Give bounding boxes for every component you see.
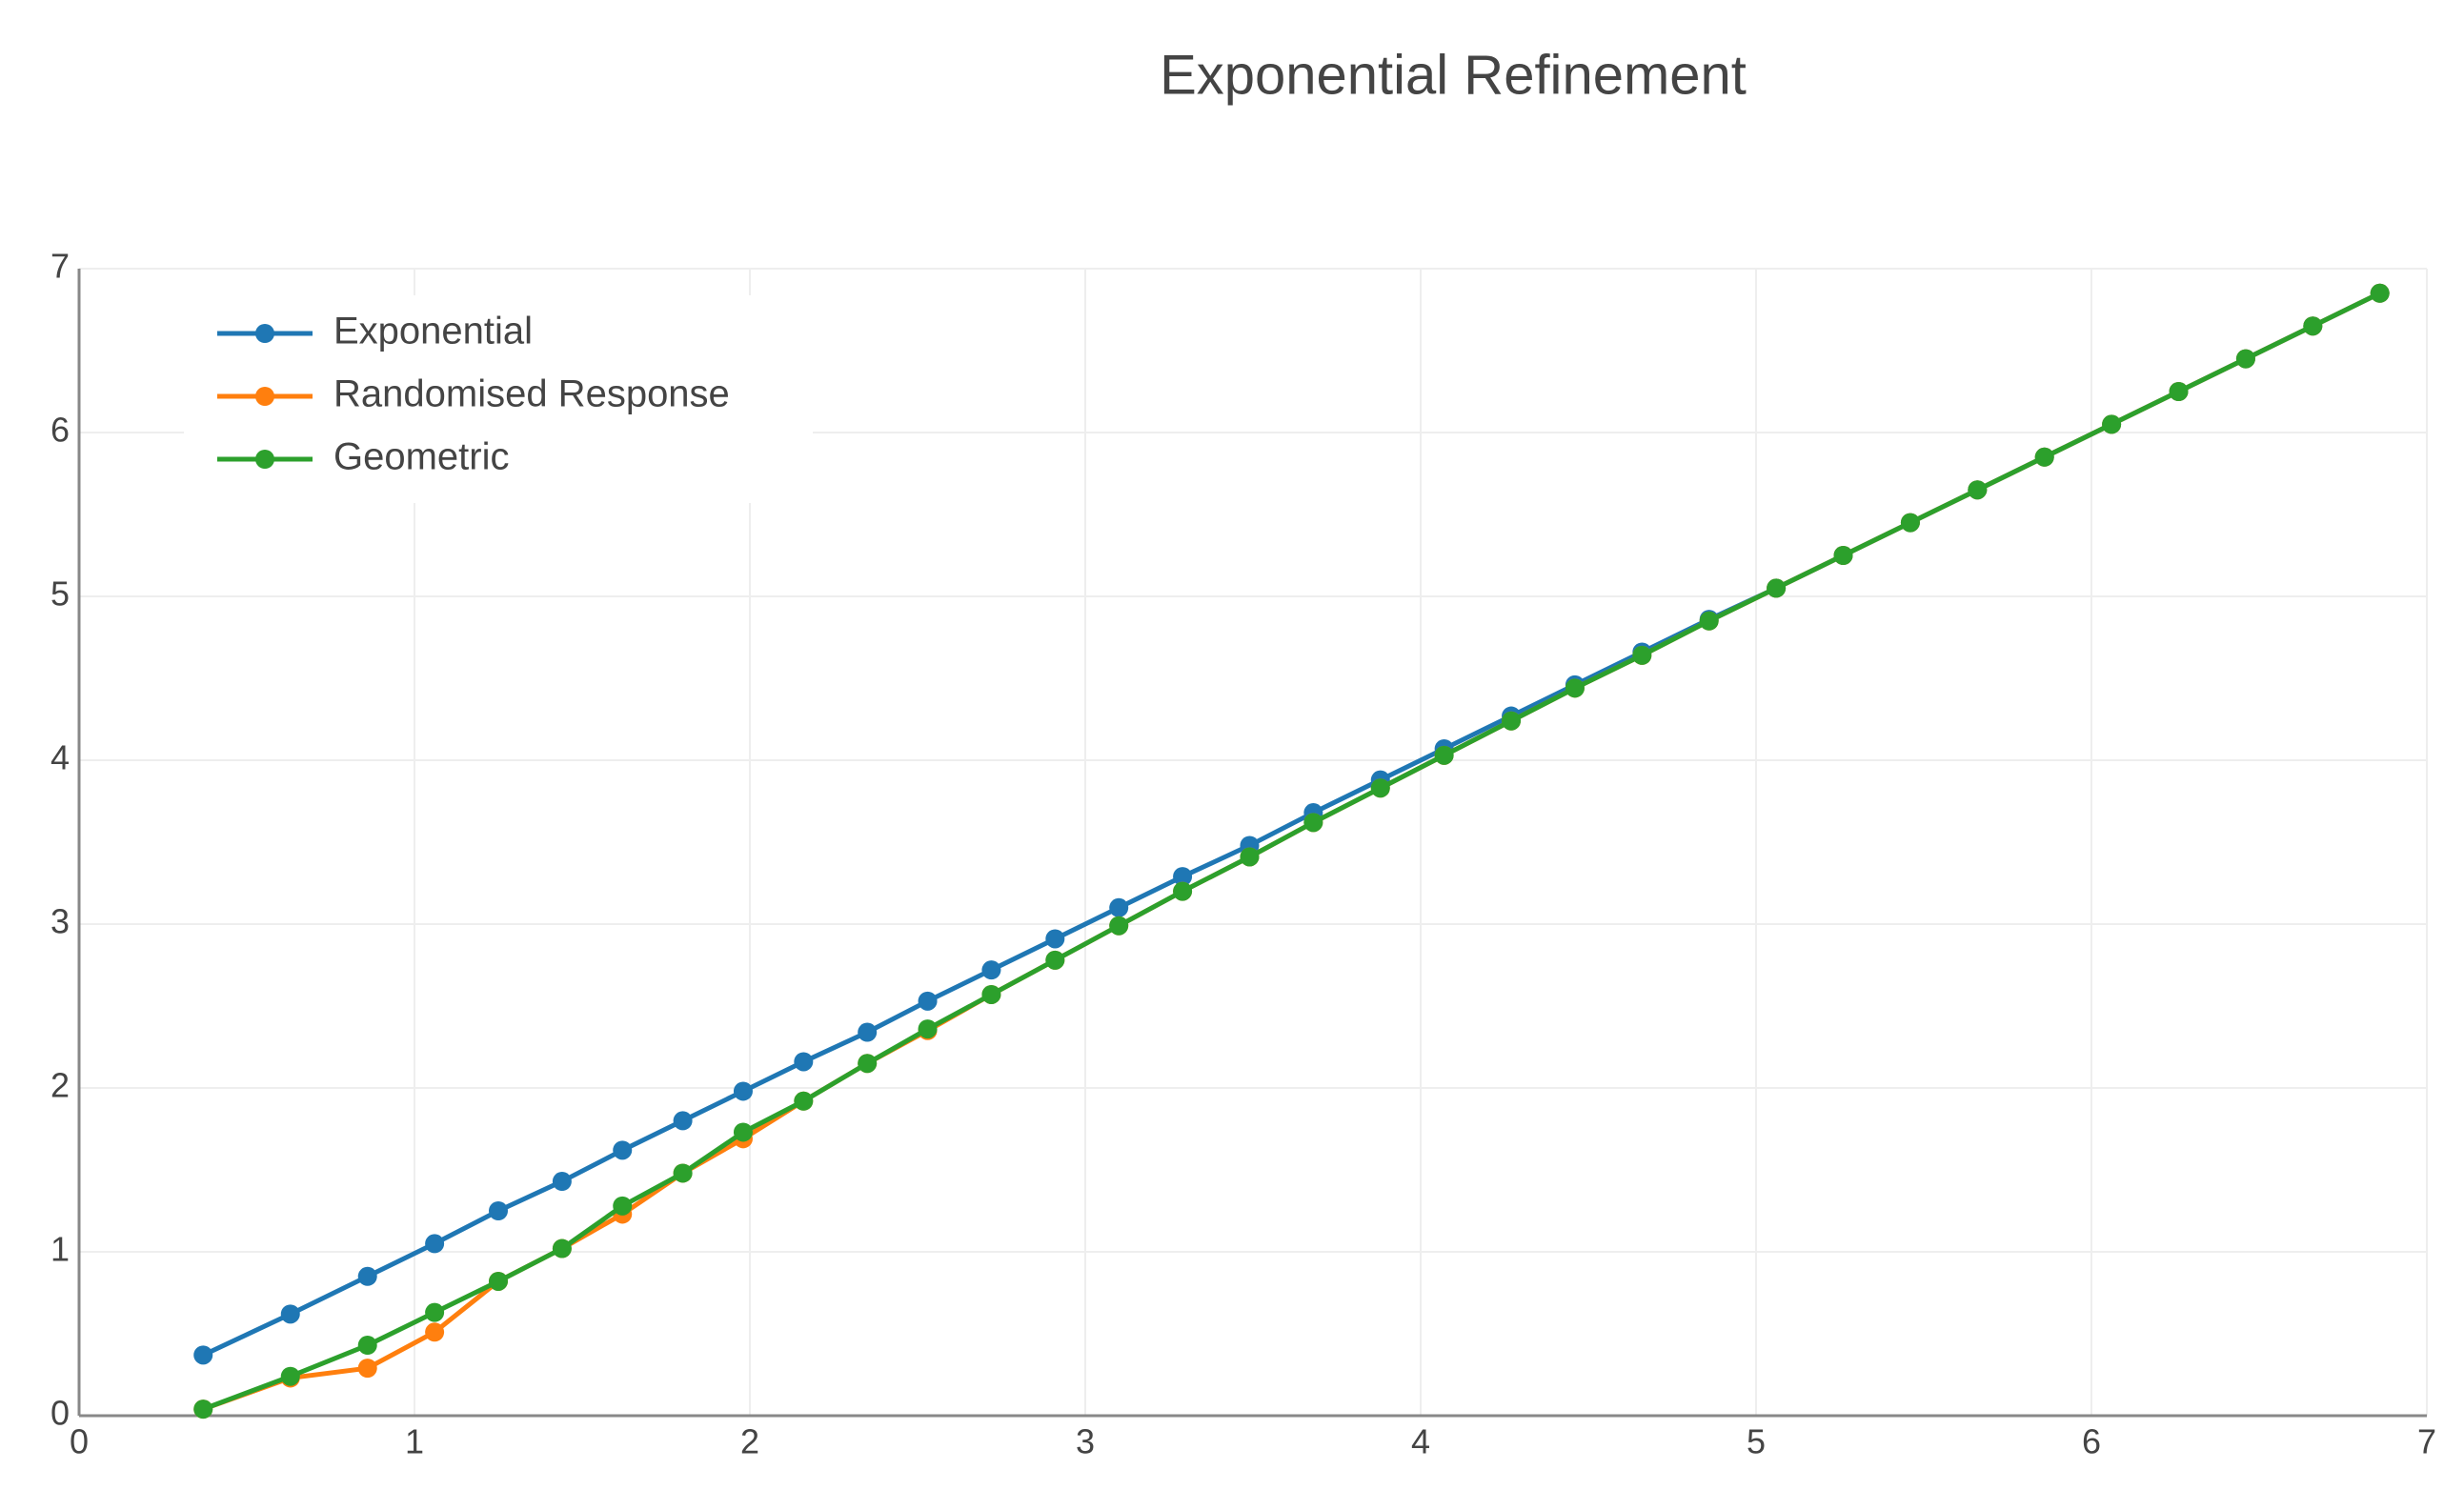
legend-background: [184, 295, 813, 503]
series-layer: [193, 283, 2390, 1420]
data-point: [1109, 897, 1129, 917]
data-point: [489, 1271, 508, 1291]
data-point: [733, 1081, 753, 1101]
legend-label: Exponential: [333, 311, 533, 352]
data-point: [613, 1140, 633, 1160]
data-point: [193, 1399, 213, 1420]
data-point: [1303, 813, 1323, 833]
legend-marker: [255, 450, 274, 469]
data-point: [489, 1201, 508, 1220]
data-point: [1045, 929, 1065, 949]
data-point: [2169, 382, 2189, 401]
data-point: [858, 1054, 878, 1074]
data-point: [673, 1163, 693, 1183]
y-tick-label: 0: [50, 1394, 70, 1433]
x-tick-label: 5: [1747, 1422, 1766, 1461]
data-point: [2102, 414, 2122, 434]
x-tick-label: 7: [2417, 1422, 2436, 1461]
data-point: [552, 1238, 572, 1258]
grid-layer: 0 1 2 3 4 5 6 7 0 1 2 3 4 5 6 7: [50, 247, 2436, 1461]
chart-title: Exponential Refinement: [1160, 44, 1747, 106]
data-point: [280, 1304, 300, 1324]
x-tick-label: 0: [70, 1422, 89, 1461]
legend-marker: [255, 324, 274, 343]
y-tick-label: 2: [50, 1066, 70, 1105]
y-tick-label: 5: [50, 574, 70, 614]
data-point: [357, 1359, 377, 1379]
data-point: [1045, 950, 1065, 970]
y-tick-label: 7: [50, 247, 70, 286]
x-tick-label: 2: [740, 1422, 759, 1461]
data-point: [193, 1345, 213, 1365]
x-tick-label: 3: [1076, 1422, 1095, 1461]
data-point: [981, 960, 1001, 980]
data-point: [425, 1234, 445, 1254]
legend-label: Geometric: [333, 436, 510, 478]
data-point: [357, 1266, 377, 1286]
data-point: [1370, 778, 1390, 798]
x-tick-label: 1: [405, 1422, 424, 1461]
data-point: [357, 1336, 377, 1356]
data-point: [673, 1111, 693, 1131]
data-point: [1767, 578, 1787, 598]
legend: Exponential Randomised Response Geometric: [184, 295, 813, 503]
data-point: [918, 991, 938, 1011]
data-point: [280, 1366, 300, 1386]
data-point: [794, 1091, 814, 1111]
data-point: [1434, 745, 1454, 765]
data-point: [425, 1322, 445, 1342]
data-point: [1968, 480, 1988, 500]
legend-label: Randomised Response: [333, 373, 730, 415]
legend-marker: [255, 387, 274, 406]
data-point: [858, 1022, 878, 1042]
data-point: [1240, 847, 1260, 867]
data-point: [2034, 447, 2054, 467]
series-line: [202, 291, 2381, 1412]
data-point: [733, 1122, 753, 1142]
data-point: [2370, 283, 2390, 303]
data-point: [2303, 316, 2323, 336]
data-point: [1699, 611, 1719, 631]
data-point: [1109, 916, 1129, 936]
data-point: [1632, 645, 1652, 665]
y-tick-label: 6: [50, 411, 70, 450]
data-point: [918, 1019, 938, 1039]
data-point: [1173, 867, 1193, 887]
data-point: [1833, 546, 1853, 565]
x-tick-label: 4: [1411, 1422, 1430, 1461]
data-point: [1565, 678, 1585, 698]
data-point: [1900, 513, 1920, 533]
data-point: [1502, 711, 1522, 731]
data-point: [1173, 881, 1193, 901]
x-tick-label: 6: [2082, 1422, 2101, 1461]
data-point: [794, 1052, 814, 1072]
data-point: [552, 1172, 572, 1192]
data-point: [981, 984, 1001, 1004]
y-tick-label: 4: [50, 738, 70, 777]
data-point: [613, 1196, 633, 1216]
data-point: [2235, 349, 2255, 369]
data-point: [425, 1302, 445, 1322]
y-tick-label: 3: [50, 902, 70, 941]
y-tick-label: 1: [50, 1230, 70, 1269]
